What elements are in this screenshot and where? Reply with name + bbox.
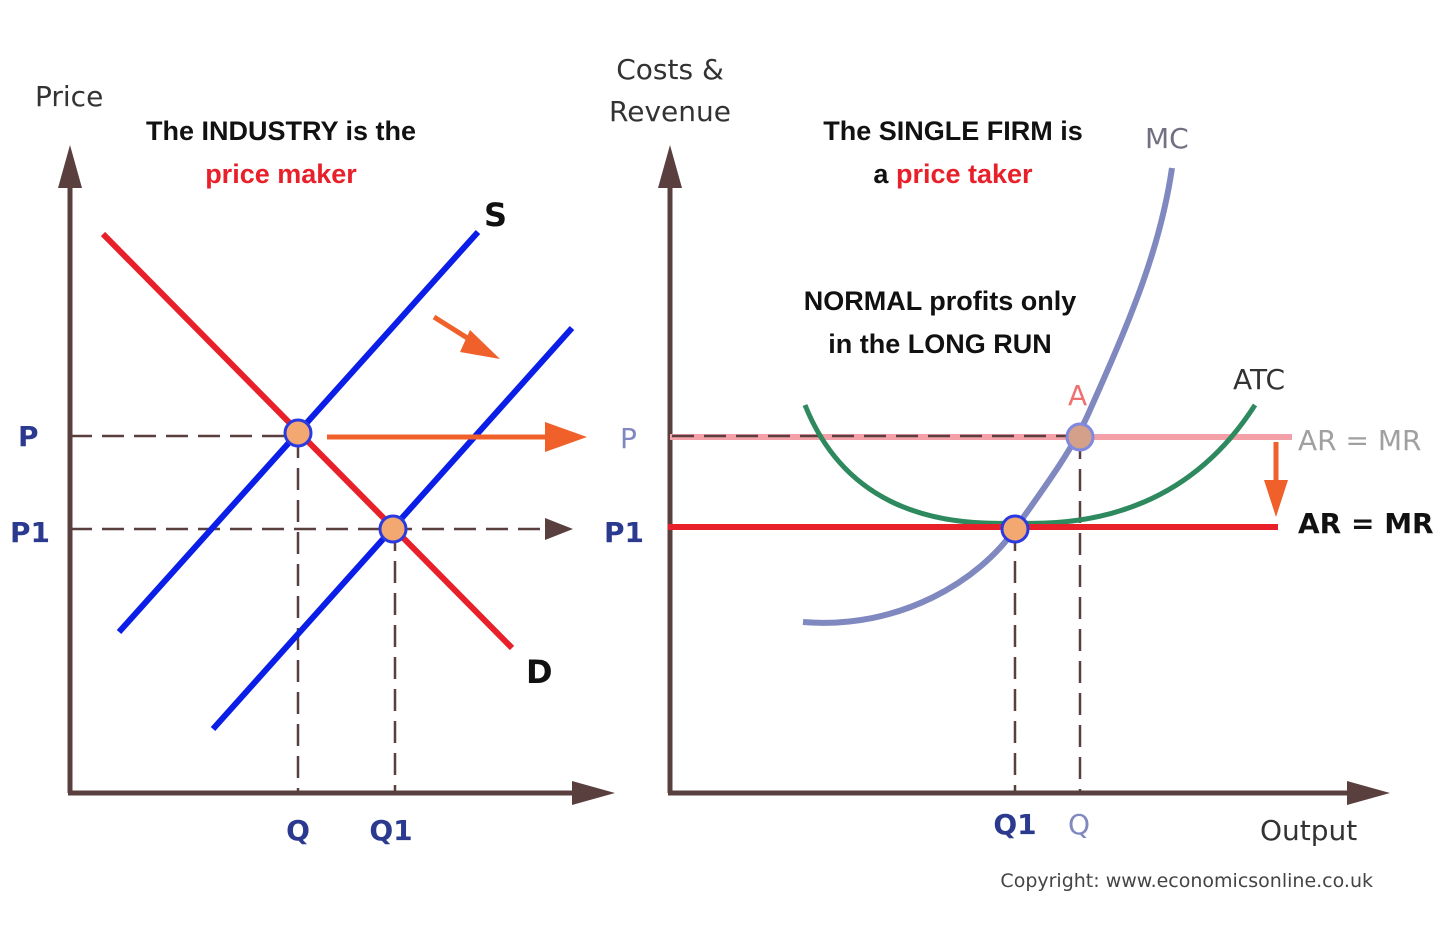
left-title-line1: The INDUSTRY is the — [146, 116, 416, 146]
right-tick-q: Q — [1068, 808, 1090, 841]
left-panel: Price The INDUSTRY is the price maker S … — [10, 80, 615, 847]
equilibrium-point-p1 — [378, 514, 408, 544]
left-tick-q: Q — [286, 814, 310, 847]
normal-profits-note-line2: in the LONG RUN — [828, 329, 1052, 359]
right-panel: Costs & Revenue The SINGLE FIRM is a pri… — [604, 53, 1434, 847]
right-tick-p: P — [620, 422, 637, 455]
price-fall-arrowhead — [1264, 480, 1288, 517]
right-title-highlight: price taker — [896, 159, 1033, 189]
left-y-axis-label: Price — [35, 80, 103, 113]
demand-label: D — [526, 653, 553, 691]
point-a — [1065, 422, 1095, 452]
copyright: Copyright: www.economicsonline.co.uk — [1000, 870, 1373, 892]
equilibrium-point-p — [283, 418, 313, 448]
supply-label: S — [484, 196, 507, 234]
mc-curve — [802, 167, 1175, 626]
new-ar-mr-label: AR = MR — [1298, 507, 1434, 540]
right-tick-q1: Q1 — [993, 808, 1036, 841]
normal-profits-note-line1: NORMAL profits only — [804, 286, 1077, 316]
supply-shift-arrowhead — [460, 330, 500, 359]
right-y-axis-label-line2: Revenue — [609, 95, 731, 128]
mc-label: MC — [1145, 122, 1189, 155]
shift-arrowhead — [545, 422, 587, 452]
right-y-axis-label-line1: Costs & — [616, 53, 724, 86]
right-x-axis-arrowhead — [1347, 781, 1390, 805]
right-tick-p1: P1 — [604, 516, 644, 549]
long-run-equilibrium-point — [1000, 514, 1030, 544]
left-x-axis-arrowhead — [572, 781, 615, 805]
left-tick-p: P — [18, 420, 39, 453]
old-ar-mr-label: AR = MR — [1298, 424, 1421, 457]
left-tick-p1: P1 — [10, 516, 50, 549]
right-y-axis-arrowhead — [658, 145, 682, 188]
left-tick-q1: Q1 — [369, 814, 412, 847]
left-title-line2: price maker — [205, 159, 357, 189]
right-title-prefix: a — [873, 159, 889, 189]
right-title-line1: The SINGLE FIRM is — [823, 116, 1083, 146]
right-x-axis-label: Output — [1260, 814, 1357, 847]
p1-arrowhead — [545, 518, 573, 540]
point-a-label: A — [1068, 379, 1087, 412]
atc-label: ATC — [1233, 363, 1285, 396]
left-y-axis-arrowhead — [58, 145, 82, 188]
right-title-line2: a price taker — [873, 159, 1033, 189]
